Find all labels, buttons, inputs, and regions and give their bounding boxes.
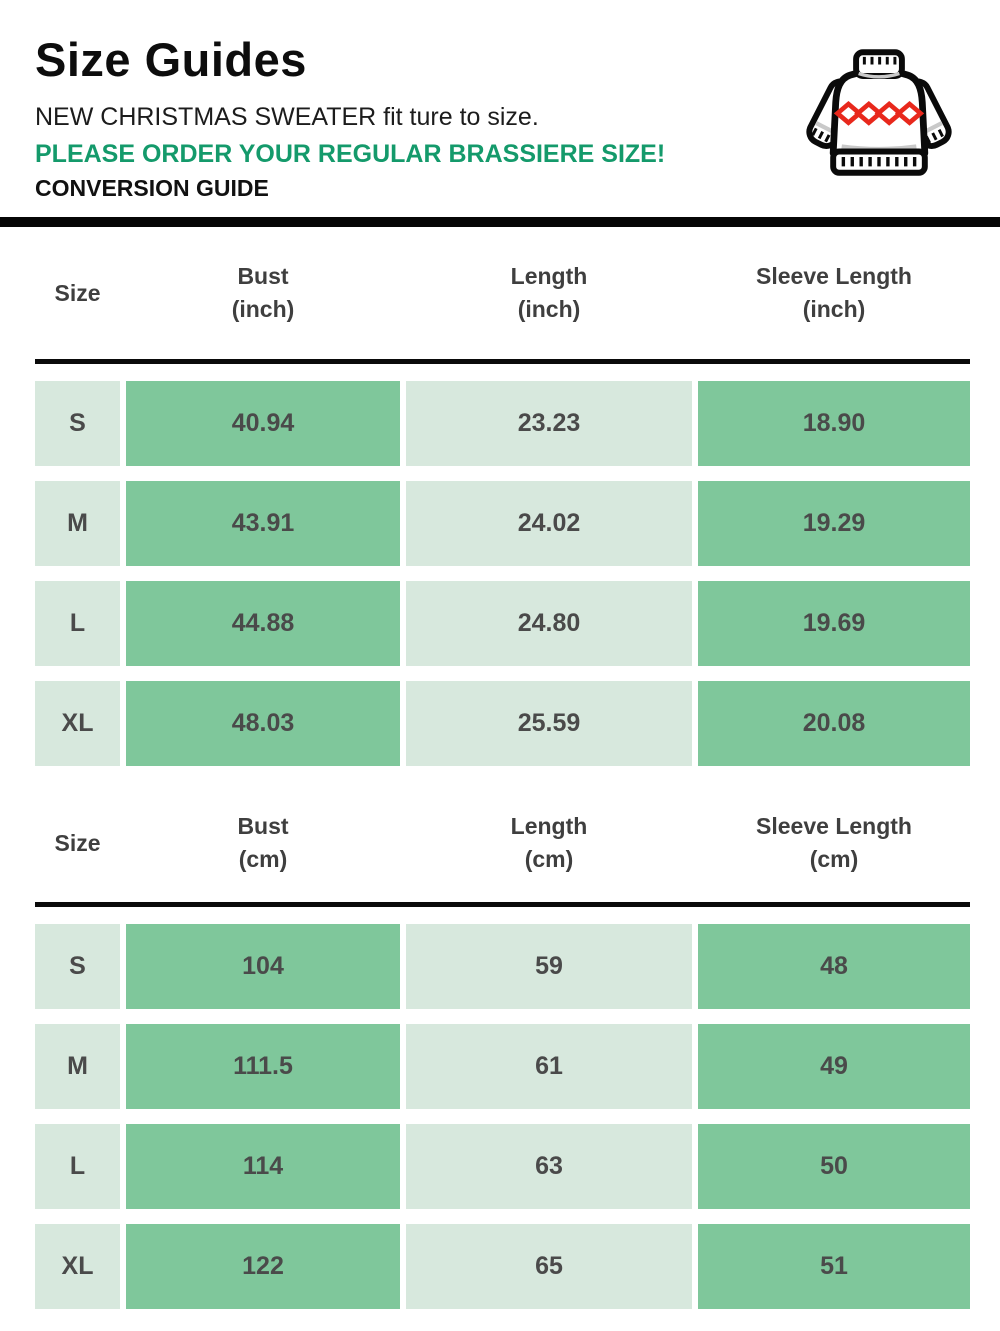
header-cell-bust: Bust (inch) [231,262,295,323]
header-cell-sleeve-length: Sleeve Length (cm) [756,812,912,873]
cell-sleeve: 48 [698,924,970,1010]
table-row: M 43.91 24.02 19.29 [35,481,970,567]
cell-length: 59 [406,924,692,1010]
cell-sleeve: 18.90 [698,381,970,467]
header-cell-length: Length (cm) [510,812,588,873]
cell-size: L [35,1124,120,1210]
cell-length: 25.59 [406,681,692,767]
cell-length: 63 [406,1124,692,1210]
table-header-row: Size Bust (inch) Length (inch) Sleeve Le… [35,227,970,359]
cell-sleeve: 19.69 [698,581,970,667]
cell-size: M [35,481,120,567]
cell-bust: 44.88 [126,581,400,667]
table-row: S 104 59 48 [35,924,970,1010]
header-cell-bust: Bust (cm) [237,812,289,873]
header: Size Guides NEW CHRISTMAS SWEATER fit tu… [0,0,1000,201]
page-title: Size Guides [35,33,307,86]
size-table-inch: Size Bust (inch) Length (inch) Sleeve Le… [35,227,970,767]
cell-size: XL [35,1224,120,1310]
cell-size: S [35,381,120,467]
cell-bust: 122 [126,1224,400,1310]
cell-bust: 111.5 [126,1024,400,1110]
sweater-icon [794,48,964,188]
table-row: L 44.88 24.80 19.69 [35,581,970,667]
cell-bust: 48.03 [126,681,400,767]
cell-length: 24.80 [406,581,692,667]
cell-sleeve: 51 [698,1224,970,1310]
cell-size: XL [35,681,120,767]
header-cell-length: Length (inch) [510,262,588,323]
header-cell-sleeve-length: Sleeve Length (inch) [756,262,912,323]
divider-bar [0,217,1000,228]
cell-size: M [35,1024,120,1110]
table-row: S 40.94 23.23 18.90 [35,381,970,467]
size-table-cm: Size Bust (cm) Length (cm) Sleeve Length… [35,784,970,1310]
cell-length: 61 [406,1024,692,1110]
cell-bust: 114 [126,1124,400,1210]
header-cell-size: Size [54,279,101,306]
cell-length: 65 [406,1224,692,1310]
table-row: M 111.5 61 49 [35,1024,970,1110]
cell-sleeve: 19.29 [698,481,970,567]
cell-bust: 104 [126,924,400,1010]
cell-size: S [35,924,120,1010]
order-notice: PLEASE ORDER YOUR REGULAR BRASSIERE SIZE… [35,139,666,168]
table-row: XL 48.03 25.59 20.08 [35,681,970,767]
fit-subtitle: NEW CHRISTMAS SWEATER fit ture to size. [35,103,539,131]
table-row: XL 122 65 51 [35,1224,970,1310]
table-header-row: Size Bust (cm) Length (cm) Sleeve Length… [35,784,970,902]
cell-bust: 40.94 [126,381,400,467]
table-row: L 114 63 50 [35,1124,970,1210]
conversion-guide-label: CONVERSION GUIDE [35,175,269,201]
cell-length: 24.02 [406,481,692,567]
cell-length: 23.23 [406,381,692,467]
cell-size: L [35,581,120,667]
header-rule [35,359,970,365]
cell-sleeve: 50 [698,1124,970,1210]
header-cell-size: Size [54,829,101,856]
cell-sleeve: 49 [698,1024,970,1110]
header-rule [35,902,970,908]
cell-bust: 43.91 [126,481,400,567]
cell-sleeve: 20.08 [698,681,970,767]
